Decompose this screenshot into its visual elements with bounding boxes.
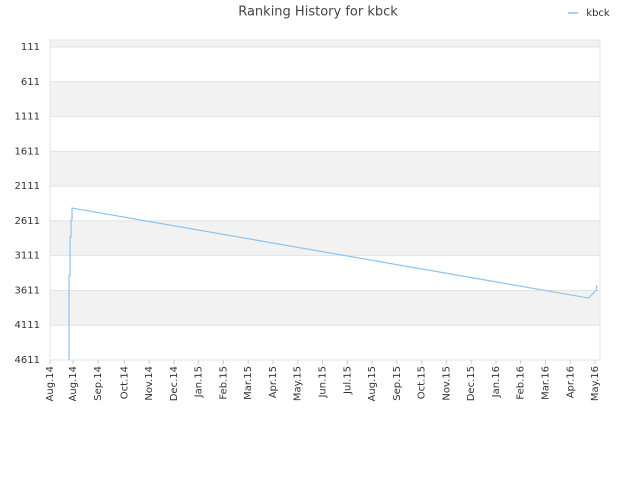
plot-band xyxy=(50,116,600,152)
plot-band xyxy=(50,186,600,221)
y-tick-label: 4111 xyxy=(15,320,40,331)
x-tick-label: Sep.14 xyxy=(93,366,104,401)
x-tick-label: Feb.16 xyxy=(516,366,527,400)
x-tick-label: Apr.15 xyxy=(268,366,279,398)
x-tick-label: Aug.15 xyxy=(367,366,378,401)
chart-title: Ranking History for kbck xyxy=(238,5,398,20)
plot-band xyxy=(50,151,600,187)
data-line xyxy=(68,207,598,360)
x-tick-label: May.15 xyxy=(293,366,304,401)
y-tick-label: 2611 xyxy=(15,216,40,227)
y-tick-label: 1611 xyxy=(15,146,40,157)
x-tick-label: Jul.15 xyxy=(342,366,353,395)
x-tick-label: Feb.15 xyxy=(218,366,229,400)
x-tick-label: Jan.15 xyxy=(194,366,205,398)
plot-band xyxy=(50,40,600,48)
x-tick-label: Jun.15 xyxy=(318,366,329,399)
plot-band xyxy=(50,47,600,82)
plot-background xyxy=(50,40,600,360)
y-tick-label: 3611 xyxy=(15,285,40,296)
x-tick-label: Aug.14 xyxy=(68,366,79,401)
x-tick-label: Sep.15 xyxy=(392,366,403,401)
x-tick-label: Oct.14 xyxy=(119,366,130,399)
y-tick-label: 3111 xyxy=(15,251,40,262)
x-tick-label: Oct.15 xyxy=(417,366,428,399)
plot-band xyxy=(50,81,600,117)
x-tick-label: Apr.16 xyxy=(565,366,576,398)
plot-band xyxy=(50,325,600,360)
y-tick-label: 4611 xyxy=(15,355,40,366)
x-tick-label: Nov.14 xyxy=(144,366,155,401)
y-tick-label: 111 xyxy=(21,42,40,53)
x-tick-label: Dec.14 xyxy=(169,366,180,401)
x-tick-label: Aug.14 xyxy=(45,366,56,401)
x-tick-label: Dec.15 xyxy=(466,366,477,401)
plot-band xyxy=(50,220,600,256)
x-tick-label: Mar.15 xyxy=(243,366,254,400)
legend-label: kbck xyxy=(586,8,610,19)
y-tick-label: 2111 xyxy=(15,181,40,192)
x-tick-label: Nov.15 xyxy=(441,366,452,401)
x-tick-label: Mar.16 xyxy=(540,366,551,400)
y-tick-label: 611 xyxy=(21,77,40,88)
plot-band xyxy=(50,290,600,326)
x-tick-label: May.16 xyxy=(590,366,601,401)
x-tick-label: Jan.16 xyxy=(491,366,502,398)
y-tick-label: 1111 xyxy=(15,112,40,123)
